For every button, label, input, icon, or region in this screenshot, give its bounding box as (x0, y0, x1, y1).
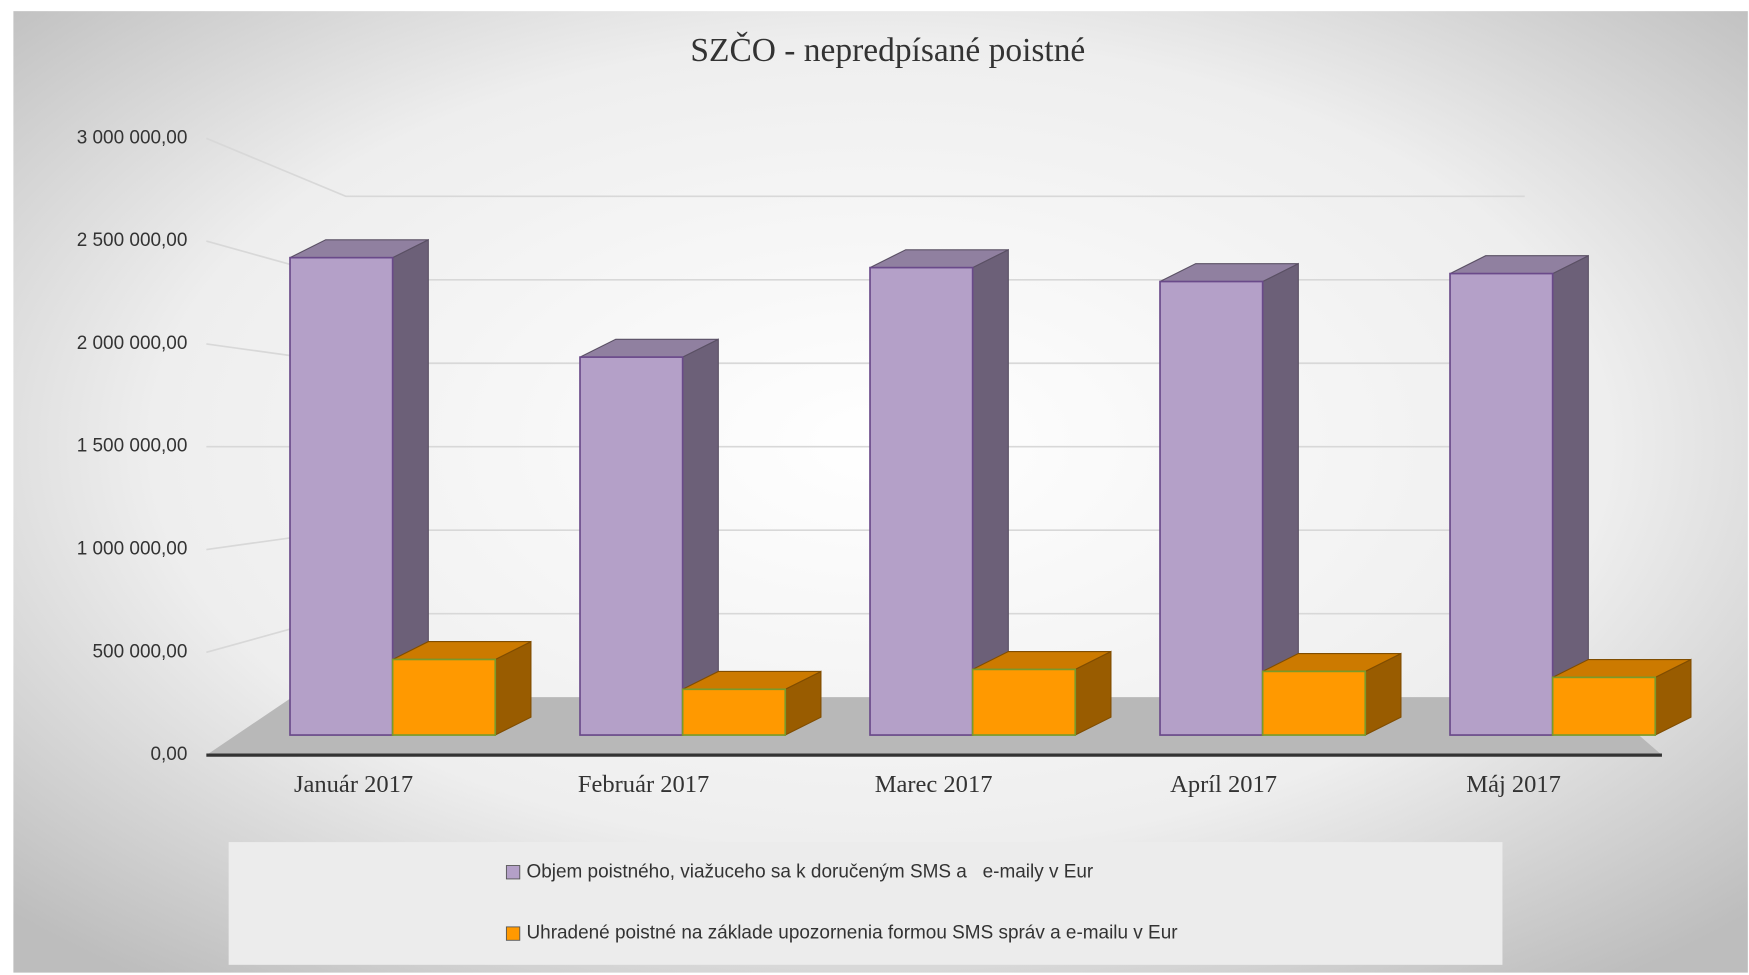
bar-group (971, 650, 1112, 736)
grid-line (206, 137, 1525, 198)
chart-title: SZČO - nepredpísané poistné (690, 31, 1085, 69)
y-tick-label: 2 500 000,00 (77, 230, 188, 251)
y-tick-label: 0,00 (150, 744, 187, 765)
bar-group (289, 238, 429, 736)
bar (1159, 280, 1264, 736)
bar (391, 658, 497, 736)
legend (228, 842, 1503, 965)
bar (1261, 670, 1367, 736)
x-tick-label: Február 2017 (578, 771, 709, 798)
x-tick-label: Marec 2017 (875, 771, 993, 798)
bar (289, 256, 394, 736)
bar-group (869, 248, 1009, 736)
bar-group (1551, 658, 1692, 736)
bar (971, 668, 1077, 736)
y-tick-label: 1 500 000,00 (77, 436, 188, 457)
y-tick-label: 2 000 000,00 (77, 333, 188, 354)
x-tick-label: Január 2017 (294, 771, 413, 798)
x-tick-label: Apríl 2017 (1170, 771, 1277, 798)
legend-label: Uhradené poistné na základe upozornenia … (526, 923, 1177, 944)
bar-group (579, 338, 719, 736)
y-tick-label: 500 000,00 (93, 641, 188, 662)
bar-group (1159, 262, 1299, 736)
bar (681, 688, 787, 736)
bar-group (1449, 254, 1589, 736)
y-tick-label: 1 000 000,00 (77, 539, 188, 560)
legend-label: Objem poistného, viažuceho sa k doručený… (526, 861, 1093, 882)
legend-marker (505, 865, 521, 880)
bar (1551, 676, 1657, 736)
bar-group (681, 670, 822, 736)
legend-marker (505, 926, 521, 941)
bar (579, 356, 684, 736)
bar (869, 266, 974, 736)
bar (1449, 272, 1554, 736)
x-tick-label: Máj 2017 (1466, 771, 1561, 798)
bar-group (1261, 652, 1402, 736)
bar-group (391, 640, 532, 736)
y-tick-label: 3 000 000,00 (77, 127, 188, 148)
